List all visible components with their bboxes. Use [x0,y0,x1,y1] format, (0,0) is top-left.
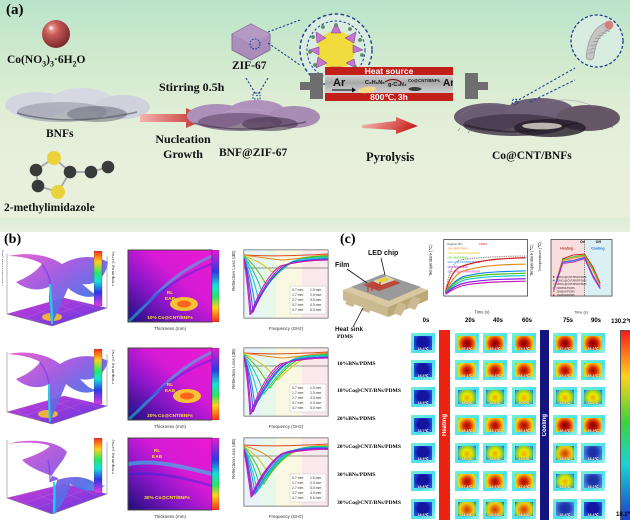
svg-text:0.7 mm: 0.7 mm [292,288,303,292]
svg-text:C₃H₆N₆: C₃H₆N₆ [365,80,385,86]
svg-text:5.0 mm: 5.0 mm [310,308,321,312]
svg-text:Frequency (GHz): Frequency (GHz) [269,424,304,429]
svg-text:30%Co@CNT/BNF/PDMS: 30%Co@CNT/BNF/PDMS [556,275,586,279]
svg-text:30% Co@CNT/BNFs: 30% Co@CNT/BNFs [144,495,190,501]
svg-text:5.0 mm: 5.0 mm [310,406,321,410]
svg-text:20%Co@CNT/BNF/PDMS: 20%Co@CNT/BNF/PDMS [556,278,586,282]
svg-text:2.7 mm: 2.7 mm [292,298,303,302]
svg-text:Reflection Loss (dB): Reflection Loss (dB) [232,438,236,479]
svg-text:4.0 mm: 4.0 mm [310,491,321,495]
svg-text:PDMS: PDMS [479,242,487,246]
svg-text:4.7 mm: 4.7 mm [292,496,303,500]
svg-text:Frequency (GHz): Frequency (GHz) [112,439,115,474]
svg-text:800℃, 3h: 800℃, 3h [370,92,408,101]
svg-text:1.7 mm: 1.7 mm [292,481,303,485]
svg-text:Heat source: Heat source [365,67,414,76]
svg-text:30%BNF/PDMS: 30%BNF/PDMS [556,286,575,290]
svg-text:1.7 mm: 1.7 mm [292,391,303,395]
svg-text:RL: RL [167,290,173,296]
svg-text:3.7 mm: 3.7 mm [292,401,303,405]
svg-text:3.7 mm: 3.7 mm [292,491,303,495]
svg-text:20% BNF/PDMS: 20% BNF/PDMS [447,256,467,260]
svg-text:LED chip: LED chip [368,250,398,257]
svg-text:Heat sink: Heat sink [335,326,363,333]
svg-text:2.7 mm: 2.7 mm [292,396,303,400]
svg-text:3.0 mm: 3.0 mm [310,298,321,302]
svg-text:EAB: EAB [152,454,163,460]
svg-text:Frequency (GHz): Frequency (GHz) [112,251,115,286]
svg-text:Thickness (mm): Thickness (mm) [154,326,187,331]
svg-text:Frequency (GHz): Frequency (GHz) [112,349,115,384]
svg-text:RL: RL [154,448,160,454]
svg-text:g-C₃N₄: g-C₃N₄ [388,82,407,88]
svg-text:3.7 mm: 3.7 mm [292,303,303,307]
svg-text:5.0 mm: 5.0 mm [310,496,321,500]
svg-text:Time (s): Time (s) [574,310,589,314]
svg-text:1.0 mm: 1.0 mm [310,386,321,390]
svg-text:10%BNF/PDMS: 10%BNF/PDMS [556,293,575,297]
svg-text:1.0 mm: 1.0 mm [310,476,321,480]
svg-text:2.0 mm: 2.0 mm [310,481,321,485]
svg-text:2.0 mm: 2.0 mm [310,293,321,297]
svg-text:20%BNF/PDMS: 20%BNF/PDMS [556,289,575,293]
svg-text:Thickness (mm): Thickness (mm) [154,514,187,519]
svg-text:Ar: Ar [443,78,453,89]
svg-text:Co@CNT/BNFs: Co@CNT/BNFs [408,78,440,83]
svg-text:Reflection Loss (dB): Reflection Loss (dB) [232,348,236,389]
svg-text:Time (s): Time (s) [475,309,490,314]
svg-text:10% Co@CNT/BNF/PDMS: 10% Co@CNT/BNF/PDMS [447,251,480,255]
svg-text:3.0 mm: 3.0 mm [310,486,321,490]
svg-text:Cooling: Cooling [591,247,605,251]
svg-text:Temperature (℃): Temperature (℃) [538,241,542,271]
svg-text:Off: Off [596,240,602,244]
svg-text:Ar: Ar [333,77,346,89]
svg-text:1.7 mm: 1.7 mm [292,293,303,297]
svg-text:20% Co@CNT/BNFs: 20% Co@CNT/BNFs [147,413,193,419]
svg-text:On: On [580,240,585,244]
svg-text:Heating: Heating [560,247,573,251]
svg-text:RL: RL [167,382,173,388]
svg-text:10%Co@CNT/BNF/PDMS: 10%Co@CNT/BNF/PDMS [556,282,586,286]
svg-text:4.0 mm: 4.0 mm [310,401,321,405]
svg-text:EAB: EAB [165,388,176,394]
svg-text:Reflection Loss (dB): Reflection Loss (dB) [2,249,4,286]
svg-text:Polymer film: Polymer film [447,242,463,246]
svg-text:2.7 mm: 2.7 mm [292,486,303,490]
svg-text:Frequency (GHz): Frequency (GHz) [269,326,304,331]
svg-text:4.7 mm: 4.7 mm [292,308,303,312]
svg-text:Temperature (℃): Temperature (℃) [428,244,433,276]
svg-text:10% Co@CNT/BNFs: 10% Co@CNT/BNFs [147,315,193,321]
svg-text:Film: Film [335,262,349,269]
svg-text:0.7 mm: 0.7 mm [292,386,303,390]
svg-text:1.0 mm: 1.0 mm [310,288,321,292]
svg-text:Frequency (GHz): Frequency (GHz) [269,514,304,519]
svg-text:2.0 mm: 2.0 mm [310,391,321,395]
svg-text:4.0 mm: 4.0 mm [310,303,321,307]
svg-text:Thickness (mm): Thickness (mm) [154,424,187,429]
svg-text:0.7 mm: 0.7 mm [292,476,303,480]
svg-text:3.0 mm: 3.0 mm [310,396,321,400]
svg-text:Reflection Loss (dB): Reflection Loss (dB) [232,250,236,291]
svg-text:10% BNF/PDMS: 10% BNF/PDMS [447,247,467,251]
svg-text:4.7 mm: 4.7 mm [292,406,303,410]
svg-text:EAB: EAB [165,296,176,302]
